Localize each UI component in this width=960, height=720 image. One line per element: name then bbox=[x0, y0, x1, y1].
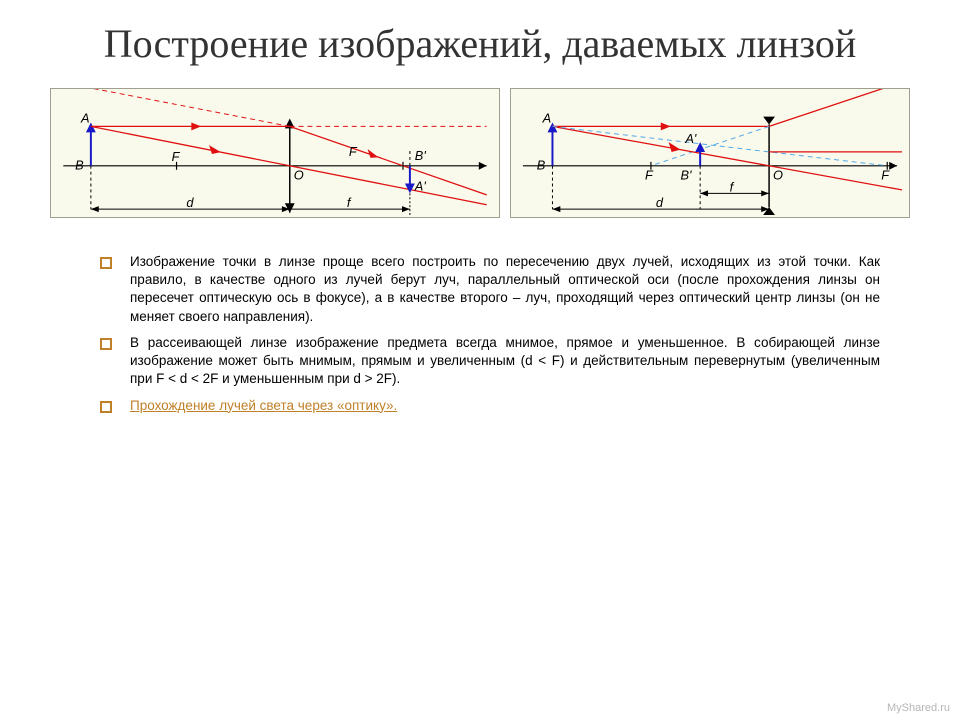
list-item: Изображение точки в линзе проще всего по… bbox=[100, 253, 880, 326]
label-Fright: F bbox=[349, 144, 358, 159]
label-Fright: F bbox=[881, 168, 890, 183]
page-title: Построение изображений, даваемых линзой bbox=[40, 20, 920, 68]
bullet-icon bbox=[100, 338, 118, 350]
diverging-lens-diagram: A B F F O A' B' f d bbox=[510, 88, 910, 218]
label-A: A bbox=[80, 110, 90, 125]
label-Fleft: F bbox=[172, 149, 181, 164]
list-item: В рассеивающей линзе изображение предмет… bbox=[100, 334, 880, 389]
label-Fleft: F bbox=[645, 168, 654, 183]
label-B: B bbox=[537, 158, 546, 173]
bullet-text: Изображение точки в линзе проще всего по… bbox=[130, 253, 880, 326]
label-O: O bbox=[294, 168, 304, 183]
label-Bprime: B' bbox=[415, 148, 427, 163]
optics-link[interactable]: Прохождение лучей света через «оптику». bbox=[130, 397, 880, 415]
label-d: d bbox=[186, 195, 194, 210]
label-d: d bbox=[656, 195, 664, 210]
label-f: f bbox=[347, 195, 352, 210]
diagram-row: A B F O F B' A' d f bbox=[40, 88, 920, 218]
label-Bprime: B' bbox=[680, 168, 692, 183]
list-item: Прохождение лучей света через «оптику». bbox=[100, 397, 880, 415]
label-O: O bbox=[773, 168, 783, 183]
bullet-icon bbox=[100, 257, 118, 269]
label-Aprime: A' bbox=[684, 131, 697, 146]
bullet-icon bbox=[100, 401, 118, 413]
converging-lens-diagram: A B F O F B' A' d f bbox=[50, 88, 500, 218]
slide: Построение изображений, даваемых линзой bbox=[0, 0, 960, 720]
watermark: MyShared.ru bbox=[887, 702, 950, 714]
bullet-text: В рассеивающей линзе изображение предмет… bbox=[130, 334, 880, 389]
label-B: B bbox=[75, 158, 84, 173]
label-Aprime: A' bbox=[414, 178, 427, 193]
bullet-list: Изображение точки в линзе проще всего по… bbox=[40, 253, 920, 415]
label-A: A bbox=[542, 110, 552, 125]
label-f: f bbox=[730, 179, 735, 194]
